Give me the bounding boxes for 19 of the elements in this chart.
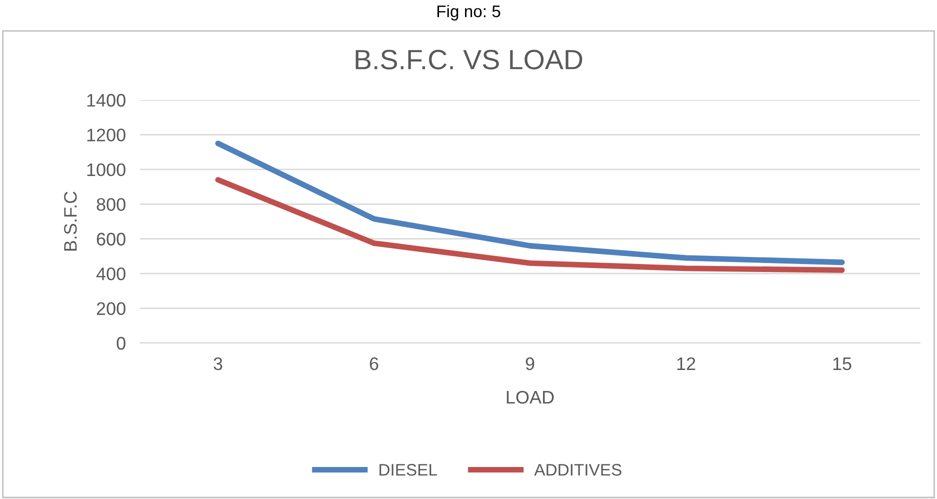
y-axis-title: B.S.F.C	[64, 192, 77, 251]
x-tick-label: 15	[833, 358, 852, 370]
y-tick-label: 1000	[87, 163, 126, 176]
y-tick-label: 1200	[87, 128, 126, 142]
x-tick-label: 12	[677, 357, 696, 370]
x-axis-title: LOAD	[506, 390, 554, 404]
x-tick-label: 9	[526, 357, 534, 370]
y-tick-label: 400	[96, 268, 126, 280]
y-tick-label: 800	[96, 198, 126, 211]
chart-title: B.S.F.C. VS LOAD	[356, 50, 582, 70]
y-tick-label: 0	[116, 336, 126, 350]
x-tick-label: 6	[370, 357, 378, 370]
y-tick-label: 1400	[87, 94, 126, 107]
legend-label: ADDITIVES	[534, 464, 622, 476]
legend-label: DIESEL	[380, 464, 437, 476]
y-tick-label: 600	[96, 232, 126, 246]
text: Fig no: 5	[437, 4, 500, 21]
y-tick-label: 200	[96, 302, 126, 316]
x-tick-label: 3	[214, 357, 222, 370]
